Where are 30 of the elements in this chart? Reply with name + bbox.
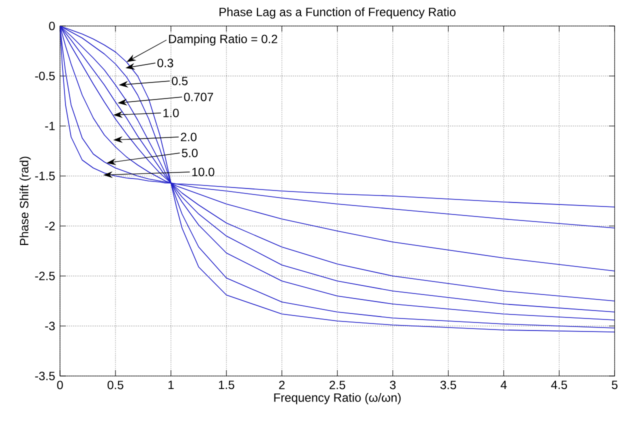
y-tick-label: -2.5 — [35, 272, 55, 280]
x-tick-label: 3 — [390, 380, 396, 390]
annotation: 0.3 — [157, 58, 174, 68]
x-axis-title: Frequency Ratio (ω/ωn) — [274, 393, 401, 404]
annotation: 10.0 — [192, 168, 214, 176]
annotation: 0.5 — [172, 76, 188, 86]
y-tick-label: -2 — [45, 222, 55, 230]
y-axis-title: Phase Shift (rad) — [20, 156, 31, 246]
x-tick-label: 2.5 — [330, 380, 346, 390]
y-tick-label: 0 — [49, 22, 55, 30]
y-tick-label: -1.5 — [35, 172, 55, 180]
x-tick-label: 1.5 — [218, 380, 234, 390]
x-tick-label: 0 — [57, 380, 63, 390]
annotation: 5.0 — [182, 148, 198, 158]
annotation: 0.707 — [184, 92, 214, 102]
y-tick-label: -3 — [45, 322, 55, 330]
y-tick-label: -1 — [45, 122, 55, 130]
chart-title: Phase Lag as a Function of Frequency Ratio — [220, 7, 456, 19]
x-tick-label: 2 — [279, 380, 285, 390]
x-tick-label: 5 — [612, 380, 618, 390]
y-tick-label: -3.5 — [35, 372, 55, 380]
x-tick-label: 3.5 — [440, 380, 456, 390]
y-tick-label: -0.5 — [35, 72, 55, 80]
annotation: 2.0 — [180, 132, 197, 142]
x-tick-label: 0.5 — [108, 380, 124, 390]
x-tick-label: 1 — [168, 380, 174, 389]
x-tick-label: 4.5 — [551, 380, 568, 390]
annotation: 1.0 — [163, 108, 179, 118]
annotation: Damping Ratio = 0.2 — [169, 34, 278, 46]
x-tick-label: 4 — [500, 380, 507, 389]
